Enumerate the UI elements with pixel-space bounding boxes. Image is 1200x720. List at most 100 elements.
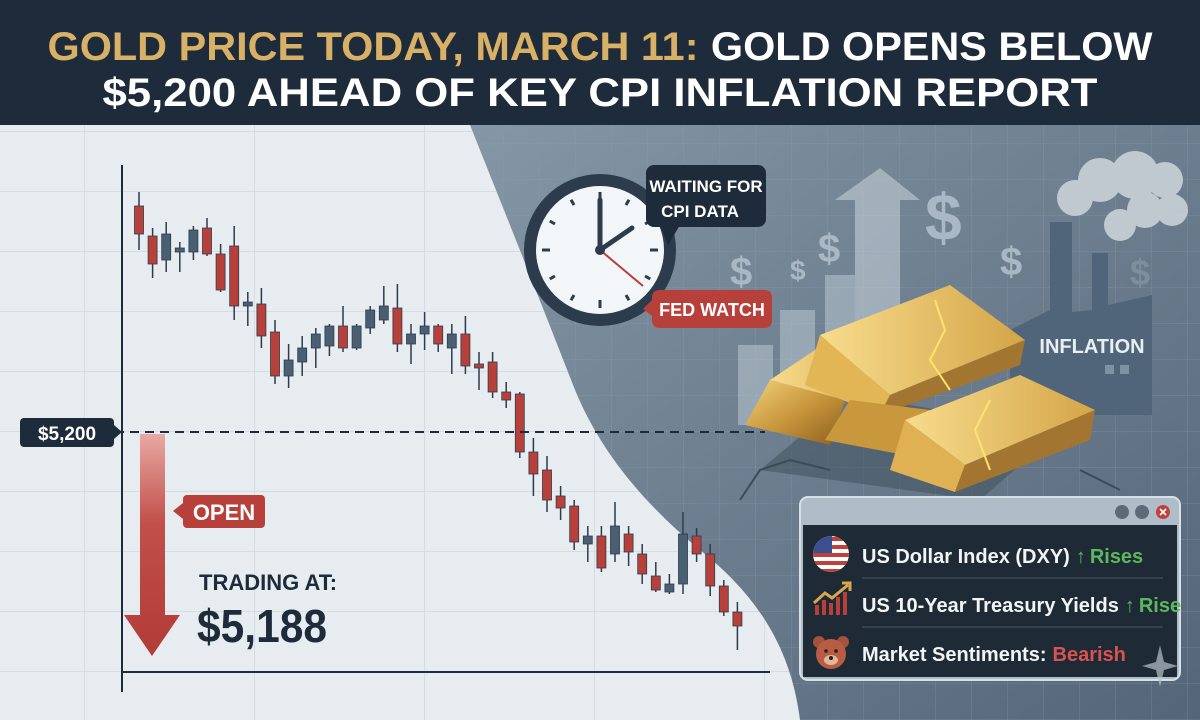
clock-tick [549, 274, 556, 281]
candle-body [147, 235, 158, 265]
candle-body [623, 533, 634, 553]
rising-chart-icon [812, 581, 852, 615]
clock-tick [644, 274, 651, 281]
candle [147, 228, 158, 278]
headline-gold-part: GOLD PRICE TODAY, MARCH 11: [48, 25, 699, 69]
candle [188, 226, 199, 260]
candle-body [433, 325, 444, 345]
candle [256, 288, 267, 348]
candle [161, 222, 172, 272]
inflation-label: INFLATION [1039, 336, 1144, 358]
svg-text:$: $ [1130, 252, 1150, 293]
svg-text:$: $ [790, 255, 806, 286]
candle-body [202, 227, 212, 255]
candle-body [406, 333, 416, 345]
waiting-line-1: WAITING FOR [649, 177, 762, 196]
price-level-badge: $5,200 [20, 418, 122, 447]
svg-text:$: $ [818, 227, 840, 271]
open-label: OPEN [193, 500, 255, 525]
clock-tick [549, 219, 556, 226]
candle [297, 336, 308, 376]
candle-body [188, 229, 199, 253]
candle [705, 544, 716, 596]
candle-body [718, 585, 729, 613]
down-arrow-icon [124, 434, 180, 656]
fed-watch-label: FED WATCH [659, 300, 765, 320]
candle-body [569, 505, 580, 543]
candle [202, 218, 212, 256]
factory-icon [1010, 151, 1188, 415]
maximize-button[interactable] [1135, 505, 1149, 519]
candle-body [229, 245, 240, 307]
candle [378, 286, 389, 324]
candle-body [338, 325, 348, 349]
candle [433, 324, 444, 352]
candle [637, 544, 648, 584]
candle-body [664, 583, 675, 593]
candle [338, 306, 348, 352]
candle [351, 324, 362, 350]
candle [487, 352, 498, 398]
candle-body [378, 305, 389, 321]
candle [474, 352, 484, 390]
candlestick-series [134, 192, 743, 650]
panel-row-sentiment: Market Sentiments: Bearish [862, 644, 1126, 666]
candle [406, 324, 416, 364]
trading-price: $5,188 [197, 600, 327, 652]
candle-body [174, 247, 185, 253]
candle-body [324, 325, 335, 347]
candle-body [474, 363, 484, 369]
svg-text:$: $ [1000, 240, 1022, 284]
candle-body [732, 611, 743, 627]
candle [501, 382, 512, 408]
headline-white-part: GOLD OPENS BELOW [711, 25, 1153, 69]
candle [134, 192, 144, 250]
candle-body [678, 533, 688, 585]
clock-tick [569, 294, 576, 301]
candle [310, 328, 321, 368]
candle-body [705, 553, 716, 587]
candle [678, 512, 688, 594]
panel-row-yields: US 10-Year Treasury Yields ↑ Rise [862, 595, 1181, 617]
candle-body [419, 325, 430, 335]
header-bar [0, 0, 1200, 125]
candle [596, 526, 607, 572]
panel-row-dxy: US Dollar Index (DXY) ↑ Rises [862, 546, 1143, 568]
candle-body [501, 391, 512, 401]
candle [215, 244, 226, 292]
open-badge: OPEN [173, 495, 265, 528]
gold-bars-illustration [739, 285, 1121, 501]
candle [392, 284, 403, 352]
waiting-for-cpi-callout: WAITING FOR CPI DATA [646, 165, 766, 245]
candle [650, 562, 661, 592]
svg-text:$: $ [925, 180, 962, 254]
candle [542, 456, 552, 512]
candle [419, 312, 430, 350]
candle [324, 324, 335, 356]
candle-body [310, 333, 321, 349]
bear-icon [813, 636, 849, 669]
trading-at-label: TRADING AT: [199, 570, 337, 595]
candle-body [460, 333, 471, 367]
headline-line-2: $5,200 AHEAD OF KEY CPI INFLATION REPORT [103, 71, 1098, 115]
candle [446, 324, 457, 374]
candle [174, 242, 185, 272]
candle [514, 392, 525, 458]
minimize-button[interactable] [1115, 505, 1129, 519]
candle [242, 292, 253, 326]
candle-body [691, 535, 702, 555]
price-level-label: $5,200 [38, 424, 96, 445]
clock-tick [569, 199, 576, 206]
candle-body [392, 307, 403, 345]
market-factors-window: US Dollar Index (DXY) ↑ Rises US 10-Year T… [799, 496, 1181, 687]
candle-body [446, 333, 457, 349]
candle-body [134, 205, 144, 235]
candle [270, 320, 280, 384]
candle [582, 526, 593, 562]
candle [460, 316, 471, 374]
svg-text:$: $ [730, 250, 752, 294]
candle [569, 500, 580, 550]
candle-body [242, 301, 253, 307]
candle-body [555, 495, 566, 509]
